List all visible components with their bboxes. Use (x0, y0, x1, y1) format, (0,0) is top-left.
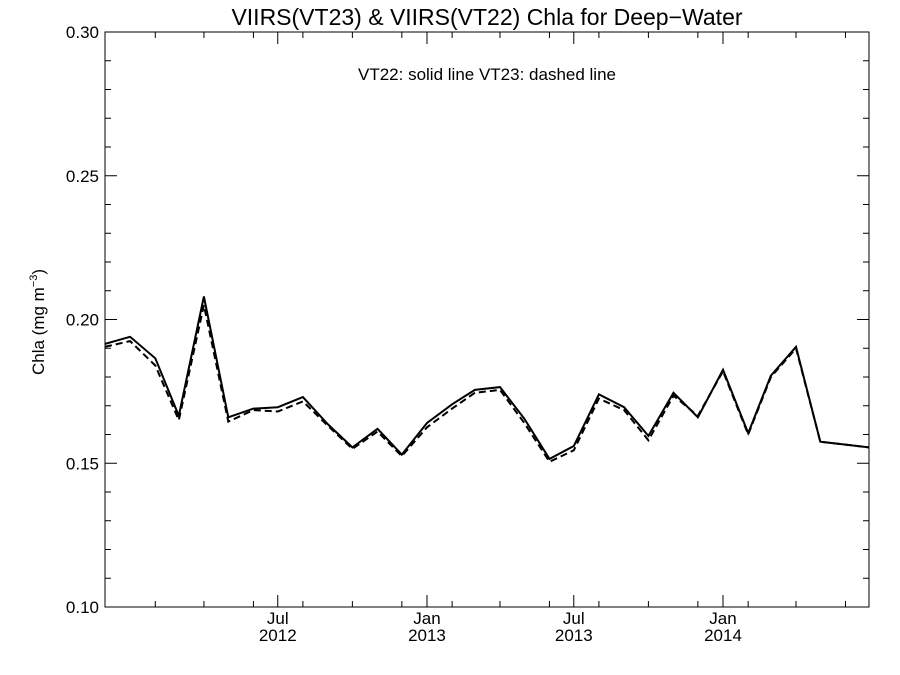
y-tick-label: 0.25 (66, 167, 99, 186)
x-tick-year-label: 2014 (704, 626, 742, 645)
series-layer (105, 296, 869, 464)
y-axis-label-close: ) (29, 269, 48, 275)
x-tick-month-label: Jan (413, 609, 440, 628)
x-tick-year-label: 2013 (555, 626, 593, 645)
x-tick-month-label: Jul (563, 609, 585, 628)
x-tick-month-label: Jan (709, 609, 736, 628)
series-line-vt22 (105, 296, 869, 461)
chart-title: VIIRS(VT23) & VIIRS(VT22) Chla for Deep−… (231, 4, 742, 30)
x-tick-month-label: Jul (267, 609, 289, 628)
y-axis-label-superscript: −3 (28, 275, 40, 288)
chart-annotation: VT22: solid line VT23: dashed line (358, 65, 616, 84)
x-tick-year-label: 2012 (259, 626, 297, 645)
y-tick-label: 0.15 (66, 454, 99, 473)
x-tick-year-label: 2013 (408, 626, 446, 645)
axes-layer: 0.100.150.200.250.30Jul2012Jan2013Jul201… (66, 23, 870, 645)
y-tick-label: 0.10 (66, 598, 99, 617)
y-tick-label: 0.20 (66, 311, 99, 330)
y-tick-label: 0.30 (66, 23, 99, 42)
y-axis-label-base: Chla (mg m (29, 287, 48, 375)
y-axis-label: Chla (mg m−3) (28, 269, 48, 375)
